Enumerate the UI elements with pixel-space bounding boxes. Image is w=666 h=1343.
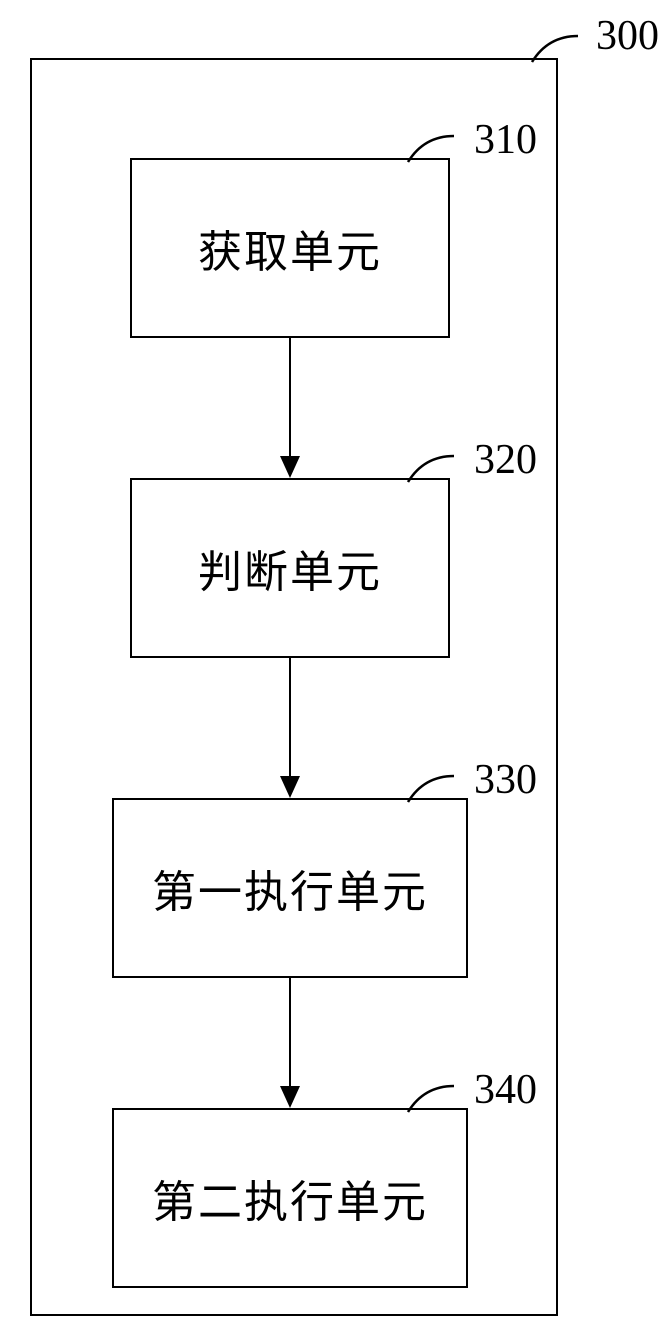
node-box-2: 判断单元	[130, 478, 450, 658]
outer-label: 300	[596, 12, 659, 60]
arrow-svg-1	[280, 338, 300, 488]
arrow-3	[280, 978, 300, 1128]
node-box-1: 获取单元	[130, 158, 450, 338]
node-label-4: 第二执行单元	[152, 1166, 428, 1230]
arrow-2	[280, 658, 300, 808]
node-tick-2	[406, 452, 456, 484]
arrow-svg-2	[280, 658, 300, 808]
node-tick-1	[406, 132, 456, 164]
node-tick-4	[406, 1082, 456, 1114]
node-number-1: 310	[474, 116, 537, 164]
node-tick-3	[406, 772, 456, 804]
node-box-4: 第二执行单元	[112, 1108, 468, 1288]
node-number-3: 330	[474, 756, 537, 804]
node-label-1: 获取单元	[198, 216, 382, 280]
arrow-svg-3	[280, 978, 300, 1128]
node-box-3: 第一执行单元	[112, 798, 468, 978]
node-label-2: 判断单元	[198, 536, 382, 600]
node-label-3: 第一执行单元	[152, 856, 428, 920]
outer-tick	[530, 32, 580, 64]
node-number-2: 320	[474, 436, 537, 484]
node-number-4: 340	[474, 1066, 537, 1114]
arrow-1	[280, 338, 300, 488]
